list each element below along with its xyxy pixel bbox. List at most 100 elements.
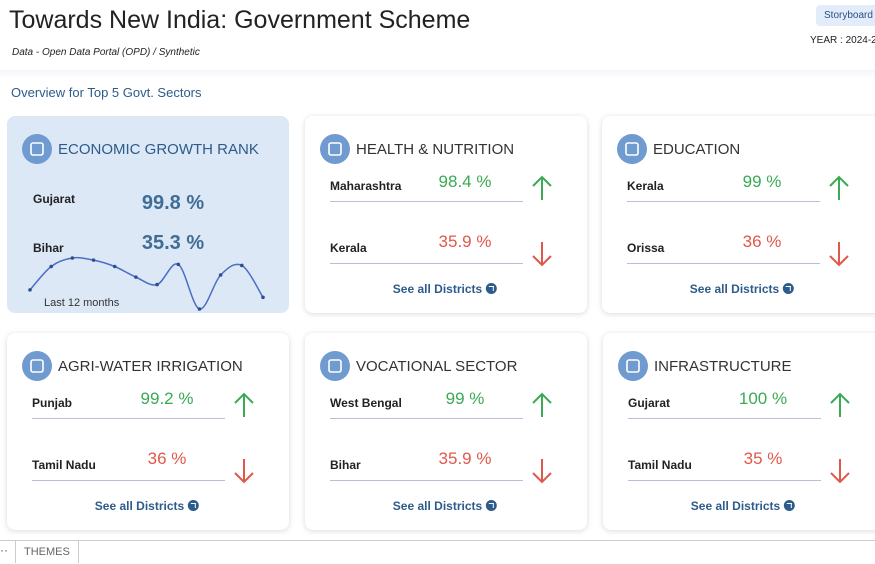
sector-card: EDUCATION Kerala 99 % Orissa 36 % See all Dis… xyxy=(602,116,875,313)
districts-link[interactable]: See all Districts xyxy=(95,499,200,513)
year-label: YEAR : 2024-2 xyxy=(810,35,875,46)
state-name: Maharashtra xyxy=(330,179,402,193)
sparkline-point xyxy=(155,282,159,287)
up-arrow xyxy=(532,392,552,417)
row-divider xyxy=(32,480,225,481)
up-arrow xyxy=(830,392,850,417)
sparkline-point xyxy=(197,307,202,311)
state-value: 99 % xyxy=(742,172,782,191)
down-arrow xyxy=(830,459,850,484)
footer-bar: ·· THEMES xyxy=(0,540,875,564)
link-icon xyxy=(486,283,498,294)
state-name: Kerala xyxy=(330,241,367,255)
state-name: Tamil Nadu xyxy=(32,458,96,472)
state-name: Gujarat xyxy=(628,396,671,410)
icon-circle xyxy=(617,134,647,164)
sparkline-point xyxy=(70,256,75,260)
arrow-shape xyxy=(830,459,850,484)
state-value: 36 % xyxy=(742,232,782,251)
row-divider xyxy=(330,480,523,481)
overview-label: Overview for Top 5 Govt. Sectors xyxy=(11,85,202,100)
sparkline-point xyxy=(134,275,138,279)
arrow-shape xyxy=(234,459,254,484)
state-value: 35 % xyxy=(743,449,783,468)
card-icon xyxy=(320,134,350,164)
up-arrow xyxy=(829,175,849,200)
row-divider xyxy=(628,418,821,419)
icon-glyph xyxy=(30,142,44,156)
icon-circle xyxy=(22,134,52,164)
icon-glyph xyxy=(626,359,640,373)
arrow-shape xyxy=(830,392,850,417)
state-name: Bihar xyxy=(33,241,64,255)
sparkline-point xyxy=(112,264,117,269)
card-title: HEALTH & NUTRITION xyxy=(356,141,515,158)
arrow-shape xyxy=(829,242,849,267)
icon-circle xyxy=(22,351,52,381)
state-value: 36 % xyxy=(147,449,187,468)
state-name: Bihar xyxy=(330,458,361,472)
state-name: Gujarat xyxy=(33,192,76,206)
card-icon xyxy=(320,351,350,381)
header-shadow xyxy=(0,70,875,78)
arrow-shape xyxy=(532,242,552,267)
districts-link[interactable]: See all Districts xyxy=(393,282,498,296)
icon-glyph xyxy=(328,359,342,373)
up-arrow xyxy=(234,392,254,417)
state-name: Punjab xyxy=(32,396,73,410)
districts-link[interactable]: See all Districts xyxy=(691,499,796,513)
row-divider xyxy=(330,201,523,202)
row-divider xyxy=(627,263,820,264)
card-title: ECONOMIC GROWTH RANK xyxy=(58,141,259,158)
card-icon xyxy=(22,134,52,164)
sparkline-label: Last 12 months xyxy=(44,297,120,309)
districts-link[interactable]: See all Districts xyxy=(690,282,795,296)
sparkline-point xyxy=(91,258,96,262)
state-name: West Bengal xyxy=(330,396,402,410)
sparkline-point xyxy=(261,295,265,300)
state-name: Orissa xyxy=(627,241,665,255)
icon-circle xyxy=(320,351,350,381)
state-value: 35.9 % xyxy=(438,232,492,251)
sparkline-point xyxy=(218,273,223,277)
state-value: 35.9 % xyxy=(438,449,492,468)
arrow-shape xyxy=(234,392,254,417)
card-icon xyxy=(22,351,52,381)
down-arrow xyxy=(532,242,552,267)
card-title: AGRI-WATER IRRIGATION xyxy=(58,358,243,375)
sector-card: INFRASTRUCTURE Gujarat 100 % Tamil Nadu 35 %… xyxy=(603,333,875,530)
card-icon xyxy=(618,351,648,381)
themes-tab[interactable]: THEMES xyxy=(15,541,79,563)
link-icon xyxy=(783,283,795,294)
icon-glyph xyxy=(328,142,342,156)
state-value: 99.8 % xyxy=(141,192,205,214)
arrow-shape xyxy=(829,175,849,200)
state-name: Kerala xyxy=(627,179,664,193)
sector-card: AGRI-WATER IRRIGATION Punjab 99.2 % Tamil N… xyxy=(7,333,289,530)
down-arrow xyxy=(829,242,849,267)
down-arrow xyxy=(234,459,254,484)
row-divider xyxy=(330,263,523,264)
arrow-shape xyxy=(532,459,552,484)
districts-link[interactable]: See all Districts xyxy=(393,499,498,513)
sparkline-point xyxy=(49,264,53,269)
icon-circle xyxy=(618,351,648,381)
footer-dots: ·· xyxy=(0,543,8,557)
storyboard-button[interactable]: Storyboard xyxy=(816,5,875,26)
card-title: INFRASTRUCTURE xyxy=(654,358,792,375)
link-icon xyxy=(784,500,796,511)
arrow-shape xyxy=(532,392,552,417)
link-icon xyxy=(486,500,498,511)
sector-card: ECONOMIC GROWTH RANK Gujarat 99.8 % Bihar 35… xyxy=(7,116,289,313)
sparkline-point xyxy=(28,288,32,292)
sparkline xyxy=(28,256,265,311)
sector-card: VOCATIONAL SECTOR West Bengal 99 % Bihar 35.… xyxy=(305,333,587,530)
state-name: Tamil Nadu xyxy=(628,458,692,472)
link-icon xyxy=(188,500,200,511)
down-arrow xyxy=(532,459,552,484)
sparkline-point xyxy=(240,263,244,268)
card-icon xyxy=(617,134,647,164)
card-title: EDUCATION xyxy=(653,141,741,158)
page-title: Towards New India: Government Scheme xyxy=(9,6,471,34)
